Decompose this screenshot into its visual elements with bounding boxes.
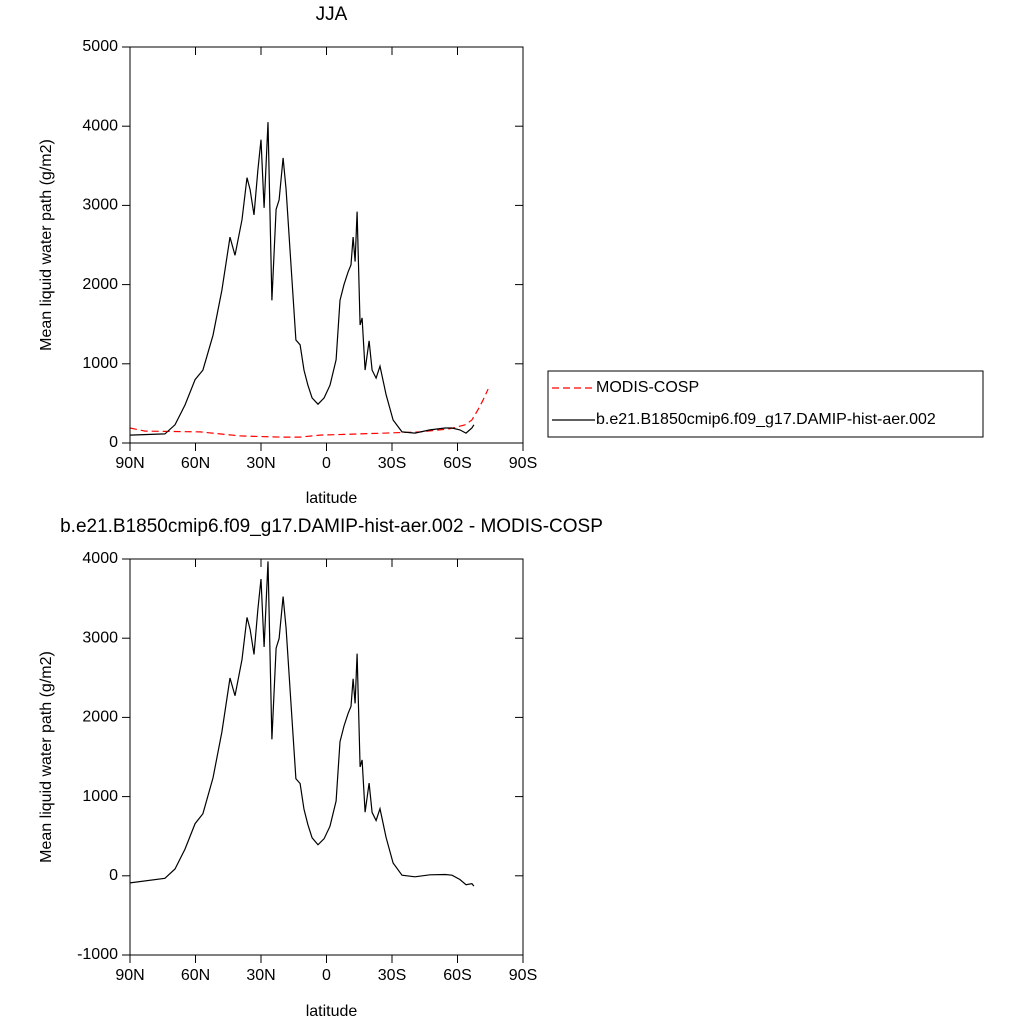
- y-tick-label: 0: [109, 867, 118, 884]
- data-line: [130, 561, 475, 887]
- series-group: [130, 122, 489, 438]
- x-tick-label: 30N: [246, 455, 275, 472]
- x-tick-label: 90N: [115, 455, 144, 472]
- x-tick-label: 60N: [181, 455, 210, 472]
- x-axis-label: latitude: [306, 1003, 358, 1020]
- x-tick-label: 90N: [115, 967, 144, 984]
- y-tick-label: 5000: [82, 38, 118, 55]
- legend-box: [547, 370, 984, 438]
- x-tick-label: 60N: [181, 967, 210, 984]
- y-tick-label: -1000: [77, 946, 118, 963]
- x-tick-label: 30S: [378, 967, 406, 984]
- plot-frame: [129, 46, 524, 444]
- x-tick-label: 60S: [443, 967, 471, 984]
- x-tick-label: 90S: [509, 967, 537, 984]
- data-line: [130, 388, 489, 438]
- y-tick-label: 0: [109, 434, 118, 451]
- y-tick-label: 1000: [82, 355, 118, 372]
- x-tick-label: 30S: [378, 455, 406, 472]
- data-line: [130, 122, 475, 436]
- y-tick-label: 3000: [82, 629, 118, 646]
- y-tick-label: 1000: [82, 788, 118, 805]
- x-tick-label: 0: [322, 455, 331, 472]
- plot-frame: [129, 558, 524, 956]
- y-tick-label: 2000: [82, 276, 118, 293]
- legend-label: b.e21.B1850cmip6.f09_g17.DAMIP-hist-aer.…: [596, 411, 936, 428]
- chart-title: b.e21.B1850cmip6.f09_g17.DAMIP-hist-aer.…: [60, 516, 603, 537]
- panel: JJA latitude Mean liquid water path (g/m2)…: [38, 4, 984, 507]
- x-tick-label: 60S: [443, 455, 471, 472]
- x-tick-label: 0: [322, 967, 331, 984]
- y-tick-label: 4000: [82, 117, 118, 134]
- y-tick-label: 4000: [82, 550, 118, 567]
- x-tick-label: 90S: [509, 455, 537, 472]
- chart-title: JJA: [316, 4, 348, 25]
- y-axis-label: Mean liquid water path (g/m2): [38, 139, 55, 351]
- y-tick-label: 3000: [82, 197, 118, 214]
- y-tick-label: 2000: [82, 709, 118, 726]
- legend-label: MODIS-COSP: [596, 379, 699, 396]
- x-tick-label: 30N: [246, 967, 275, 984]
- y-axis-label: Mean liquid water path (g/m2): [38, 651, 55, 863]
- series-group: [130, 561, 475, 887]
- x-axis-label: latitude: [306, 490, 358, 507]
- panel: b.e21.B1850cmip6.f09_g17.DAMIP-hist-aer.…: [38, 516, 603, 1020]
